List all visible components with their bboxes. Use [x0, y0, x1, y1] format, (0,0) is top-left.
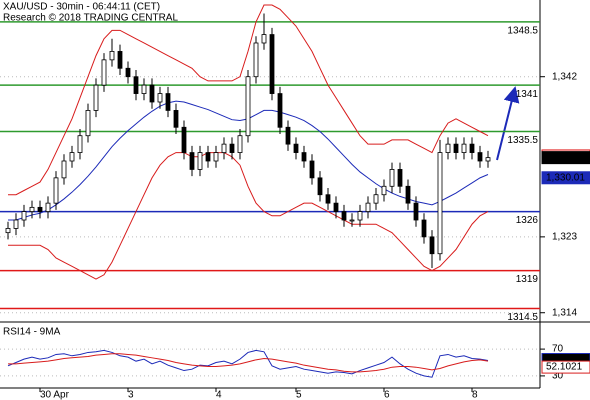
line-series — [8, 4, 489, 196]
price-box — [541, 171, 590, 185]
candle-body — [237, 135, 243, 153]
x-tick-label: 30 Apr — [40, 390, 70, 400]
candle-body — [317, 177, 323, 196]
x-tick-label: 8 — [472, 390, 478, 400]
candle-body — [405, 185, 411, 204]
candle-body — [85, 110, 91, 137]
y-tick-label: 70 — [552, 344, 564, 355]
candle-body — [341, 211, 347, 221]
candle-body — [461, 143, 467, 153]
candle-body — [221, 143, 227, 153]
candle-body — [189, 152, 195, 170]
candle-body — [485, 157, 491, 162]
candle-body — [373, 194, 379, 204]
candle-body — [165, 93, 171, 111]
candle-body — [413, 202, 419, 221]
candle-body — [333, 202, 339, 212]
candle-body — [205, 152, 211, 162]
value-box — [541, 360, 590, 374]
candle-body — [101, 59, 107, 86]
level-label: 1348.5 — [507, 26, 538, 37]
candle-body — [117, 51, 123, 69]
y-tick-label: 1,342 — [552, 71, 577, 82]
candle-body — [301, 152, 307, 162]
candle-body — [397, 169, 403, 187]
candle-body — [277, 93, 283, 128]
candle-body — [37, 206, 43, 212]
level-label: 1314.5 — [507, 312, 538, 323]
candle-body — [453, 143, 459, 153]
value-label: 52.1021 — [546, 362, 583, 373]
level-label: 1319 — [516, 274, 539, 285]
forecast-arrow — [496, 86, 520, 161]
candle-body — [229, 143, 235, 153]
level-label: 1326 — [516, 215, 539, 226]
candle-body — [437, 152, 443, 255]
candle-body — [141, 84, 147, 94]
candle-body — [365, 202, 371, 212]
candle-body — [293, 143, 299, 153]
candle-body — [61, 160, 67, 179]
candle-body — [325, 194, 331, 204]
candle-body — [429, 236, 435, 255]
candle-body — [93, 84, 99, 111]
rsi-title: RSI14 - 9MA — [3, 327, 61, 338]
candle-body — [261, 34, 267, 44]
x-tick-label: 4 — [216, 390, 222, 400]
line-series — [8, 353, 489, 373]
candle-body — [253, 42, 259, 78]
chart-subtitle: Research © 2018 TRADING CENTRAL — [3, 13, 178, 24]
candle-body — [213, 152, 219, 162]
y-tick-label: 1,314 — [552, 307, 577, 318]
candle-body — [125, 67, 131, 78]
candle-body — [29, 206, 35, 212]
candle-body — [5, 228, 11, 234]
candle-body — [197, 152, 203, 170]
x-tick-label: 6 — [384, 390, 390, 400]
candle-body — [349, 219, 355, 222]
level-label: 1335.5 — [507, 135, 538, 146]
candle-body — [133, 76, 139, 94]
candle-body — [157, 93, 163, 103]
candle-body — [181, 126, 187, 153]
candle-body — [77, 135, 83, 153]
candle-body — [477, 152, 483, 162]
y-tick-label: 1,323 — [552, 232, 577, 243]
candle-body — [245, 76, 251, 137]
price-label: 1,332.4 — [546, 152, 580, 163]
line-series — [8, 152, 489, 280]
x-tick-label: 3 — [128, 390, 134, 400]
candle-body — [389, 169, 395, 187]
candle-body — [53, 177, 59, 204]
candle-body — [13, 219, 19, 229]
candle-body — [421, 219, 427, 238]
x-tick-label: 5 — [296, 390, 302, 400]
level-label: 1341 — [516, 89, 539, 100]
candle-body — [149, 84, 155, 103]
line-series — [7, 349, 489, 378]
candle-body — [21, 211, 27, 221]
price-box — [541, 151, 590, 165]
chart-title: XAU/USD - 30min - 06:44:11 (CET) — [3, 2, 160, 13]
candle-body — [445, 143, 451, 153]
candle-body — [269, 34, 275, 94]
candle-body — [109, 51, 115, 61]
y-tick-label: 30 — [552, 371, 564, 382]
value-label: 52.9703 — [546, 354, 583, 365]
candle-body — [285, 126, 291, 145]
candle-body — [173, 110, 179, 128]
candle-body — [381, 185, 387, 196]
candle-body — [45, 202, 51, 212]
candle-body — [309, 160, 315, 179]
candle-body — [357, 211, 363, 221]
price-label: 1,330.01 — [546, 172, 585, 183]
candle-body — [469, 143, 475, 153]
candle-body — [69, 152, 75, 162]
